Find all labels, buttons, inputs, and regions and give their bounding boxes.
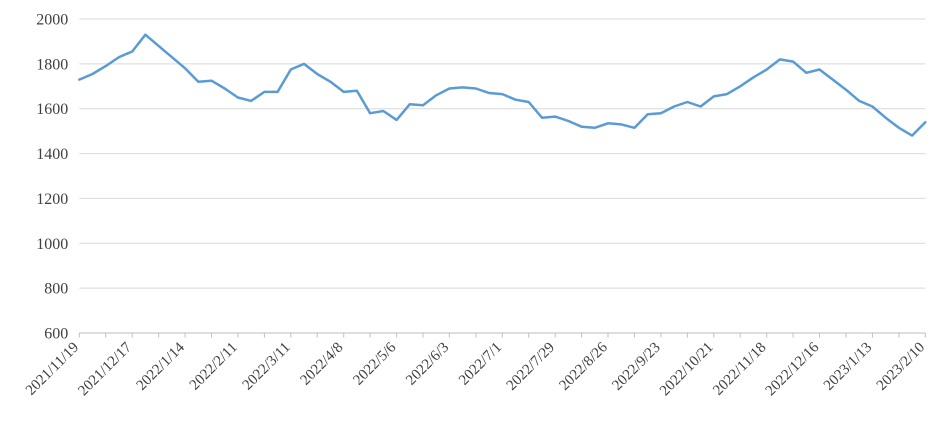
x-axis-label: 2021/12/17 <box>75 339 135 399</box>
x-axis-label: 2022/4/8 <box>297 340 346 389</box>
x-axis-label: 2022/7/1 <box>456 340 505 389</box>
x-axis-label: 2022/7/29 <box>504 340 558 394</box>
y-axis-label: 1400 <box>36 146 68 163</box>
x-axis-label: 2023/2/10 <box>874 340 928 394</box>
x-axis-label: 2022/3/11 <box>240 340 294 394</box>
x-axis-label: 2021/11/19 <box>23 340 82 399</box>
y-axis-label: 800 <box>44 281 68 298</box>
x-axis-label: 2022/2/11 <box>187 340 241 394</box>
y-axis-label: 1800 <box>36 56 68 73</box>
data-series-line <box>78 33 927 137</box>
x-axis-label: 2022/6/3 <box>403 340 452 389</box>
x-axis-label: 2022/1/14 <box>134 339 189 394</box>
x-axis-label: 2022/5/6 <box>350 339 399 388</box>
y-axis-label: 1600 <box>36 101 68 118</box>
x-axis-label: 2022/8/26 <box>556 339 611 394</box>
x-axis-label: 2022/10/21 <box>657 340 717 400</box>
x-axis-label: 2022/12/16 <box>763 339 823 399</box>
x-axis-label: 2022/9/23 <box>609 340 663 394</box>
y-axis-label: 2000 <box>36 12 68 29</box>
x-axis-label: 2022/11/18 <box>710 340 769 399</box>
y-axis-label: 1200 <box>36 191 68 208</box>
y-axis-label: 600 <box>44 326 68 343</box>
x-axis-label: 2023/1/13 <box>821 340 875 394</box>
y-axis-label: 1000 <box>36 236 68 253</box>
